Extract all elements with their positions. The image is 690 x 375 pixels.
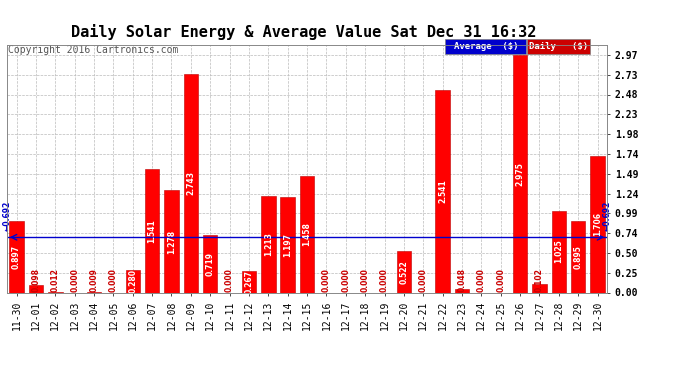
Text: 0.895: 0.895 [573,245,582,269]
Text: Average  ($): Average ($) [454,42,518,51]
FancyBboxPatch shape [445,39,526,54]
Text: Copyright 2016 Cartronics.com: Copyright 2016 Cartronics.com [8,45,178,55]
Bar [10,221,24,292]
Text: 0.000: 0.000 [496,268,505,292]
Text: 0.522: 0.522 [400,260,408,284]
Text: 0.048: 0.048 [457,268,466,292]
Text: 0.000: 0.000 [109,268,118,292]
Text: 0.012: 0.012 [51,268,60,292]
Text: 2.975: 2.975 [515,162,524,186]
Text: 0.009: 0.009 [90,268,99,292]
Text: 0.000: 0.000 [322,268,331,292]
Bar [299,176,315,292]
Text: 2.541: 2.541 [438,179,447,203]
Text: 1.197: 1.197 [283,233,292,257]
Text: 0.267: 0.267 [244,270,253,294]
Bar [590,156,604,292]
Text: 1.025: 1.025 [554,240,563,264]
Text: 0.000: 0.000 [70,268,79,292]
Bar [397,251,411,292]
Text: 0.098: 0.098 [32,268,41,292]
Text: 2.743: 2.743 [186,171,195,195]
Text: Daily   ($): Daily ($) [529,42,588,51]
Bar [280,197,295,292]
Text: 0.000: 0.000 [419,268,428,292]
Text: 1.458: 1.458 [302,222,312,246]
Bar [455,289,469,292]
Text: 0.000: 0.000 [380,268,389,292]
Text: Daily Solar Energy & Average Value Sat Dec 31 16:32: Daily Solar Energy & Average Value Sat D… [71,24,536,40]
Text: 1.213: 1.213 [264,232,273,256]
Bar [571,221,585,292]
Bar [164,190,179,292]
Text: 0.102: 0.102 [535,268,544,292]
Text: 0.000: 0.000 [361,268,370,292]
Bar [184,74,198,292]
Bar [203,235,217,292]
Text: 1.278: 1.278 [167,230,176,254]
Bar [29,285,43,292]
Text: 0.000: 0.000 [342,268,351,292]
Bar [48,291,63,292]
Bar [145,170,159,292]
FancyBboxPatch shape [527,39,591,54]
Text: ←0.692: ←0.692 [2,201,12,231]
Bar [126,270,140,292]
Text: 0.719: 0.719 [206,252,215,276]
Bar [435,90,450,292]
Text: 0.000: 0.000 [225,268,234,292]
Text: 1.541: 1.541 [148,219,157,243]
Text: ←0.692: ←0.692 [602,201,612,231]
Bar [513,55,527,292]
Text: 0.897: 0.897 [12,244,21,269]
Bar [261,196,275,292]
Bar [241,271,256,292]
Text: 1.706: 1.706 [593,212,602,236]
Text: 0.280: 0.280 [128,269,137,293]
Bar [532,284,546,292]
Text: 0.000: 0.000 [477,268,486,292]
Bar [551,211,566,292]
